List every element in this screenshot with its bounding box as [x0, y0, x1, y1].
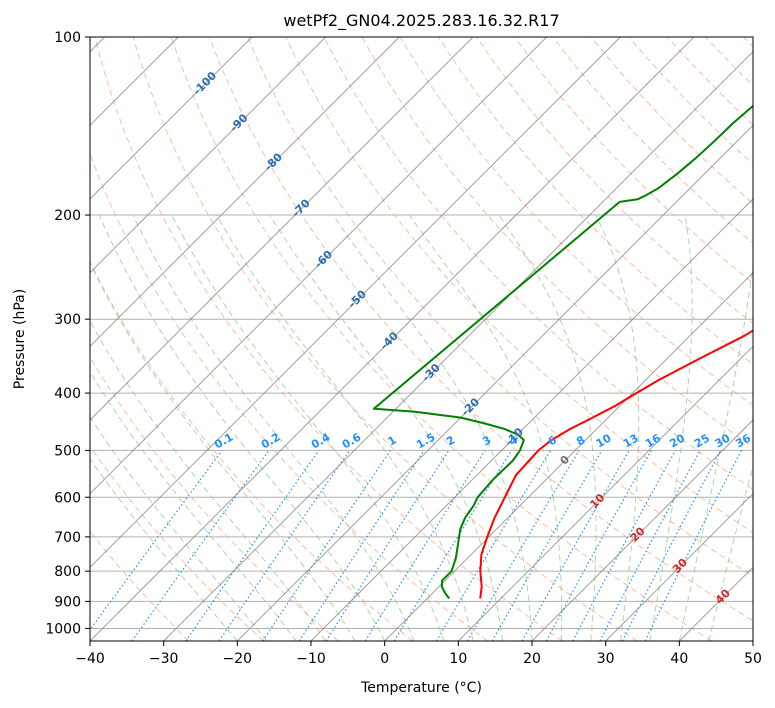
moist-adiabat — [90, 458, 238, 641]
x-tick-label: −20 — [223, 651, 253, 667]
moist-adiabat — [90, 416, 268, 641]
y-tick-label: 400 — [54, 386, 81, 402]
moist-adiabat — [678, 260, 753, 641]
moist-adiabat — [132, 214, 415, 641]
moist-adiabat — [332, 214, 533, 641]
dry-adiabat — [90, 445, 264, 641]
isotherm-line — [90, 37, 695, 641]
dry-adiabat — [170, 37, 712, 641]
y-tick-label: 1000 — [45, 621, 81, 637]
y-axis-label: Pressure (hPa) — [12, 289, 28, 389]
moist-adiabat — [216, 214, 474, 641]
moist-adiabat — [649, 214, 693, 641]
mixing-ratio-line — [521, 450, 630, 641]
moist-adiabat — [595, 214, 640, 641]
mixing-ratio-line — [218, 450, 351, 641]
dewpoint-profile-line — [372, 104, 753, 600]
dry-adiabat — [94, 37, 563, 641]
dry-adiabat — [399, 37, 753, 406]
isotherm-line — [163, 50, 753, 641]
chart-title: wetPf2_GN04.2025.283.16.32.R17 — [283, 11, 559, 31]
mixing-ratio-line — [131, 450, 270, 641]
isotherm-line — [236, 124, 753, 641]
x-tick-label: 30 — [597, 651, 615, 667]
x-tick-label: 40 — [670, 651, 688, 667]
mixing-ratio-line — [466, 450, 580, 641]
y-tick-label: 800 — [54, 564, 81, 580]
moist-adiabat — [90, 320, 327, 641]
dry-adiabat — [476, 37, 753, 325]
isotherm-line — [90, 37, 548, 495]
moist-adiabat — [98, 214, 386, 641]
isotherm-line — [90, 37, 621, 569]
y-tick-label: 900 — [54, 594, 81, 610]
y-tick-label: 100 — [54, 30, 81, 46]
isotherm-line — [90, 37, 327, 274]
mixing-ratio-line — [572, 450, 677, 641]
plot-frame — [89, 36, 754, 642]
y-tick-label: 200 — [54, 208, 81, 224]
x-tick-label: −10 — [296, 651, 326, 667]
dry-adiabat — [514, 37, 753, 284]
mixing-ratio-line — [491, 450, 603, 641]
x-tick-label: −40 — [75, 651, 105, 667]
moist-adiabat — [90, 261, 356, 641]
moist-adiabat — [90, 370, 297, 641]
mixing-ratio-line — [90, 450, 223, 631]
dry-adiabat — [132, 37, 638, 641]
isotherm-line — [605, 492, 753, 641]
moist-adiabat — [171, 214, 445, 641]
mixing-ratio-line — [393, 450, 513, 641]
isotherm-line — [531, 419, 753, 641]
x-tick-label: −30 — [149, 651, 179, 667]
mixing-ratio-line — [364, 450, 486, 641]
dry-adiabat — [628, 37, 753, 165]
plot-area — [90, 37, 753, 641]
mixing-ratio-line — [435, 450, 552, 641]
axes: −40 −30 −20 −10 0 10 20 30 40 50 100 200 300 400 500 60… — [45, 30, 762, 667]
dry-adiabat — [209, 37, 753, 622]
y-tick-label: 700 — [54, 530, 81, 546]
isotherm-line — [457, 345, 753, 641]
x-tick-label: 50 — [744, 651, 762, 667]
isotherm-line — [90, 37, 400, 348]
dry-adiabat — [247, 37, 753, 577]
x-axis-label: Temperature (°C) — [360, 680, 482, 696]
moist-adiabat — [408, 214, 563, 641]
x-tick-label: 20 — [523, 651, 541, 667]
mixing-ratio-label: 36 — [733, 431, 753, 450]
moist-adiabat — [269, 214, 503, 641]
temperature-profile-line — [479, 329, 753, 599]
dry-adiabat — [90, 260, 414, 641]
isotherm-line — [90, 37, 253, 200]
dry-adiabat — [323, 37, 753, 491]
isotherm-line — [90, 37, 474, 421]
y-tick-label: 500 — [54, 443, 81, 459]
y-tick-label: 300 — [54, 312, 81, 328]
isotherm-line — [310, 198, 753, 641]
y-tick-label: 600 — [54, 490, 81, 506]
dry-adiabat — [590, 37, 753, 205]
mixing-ratio-line — [325, 450, 450, 641]
mixing-ratio-line — [545, 450, 652, 641]
x-tick-label: 0 — [380, 651, 389, 667]
x-tick-label: 10 — [449, 651, 467, 667]
